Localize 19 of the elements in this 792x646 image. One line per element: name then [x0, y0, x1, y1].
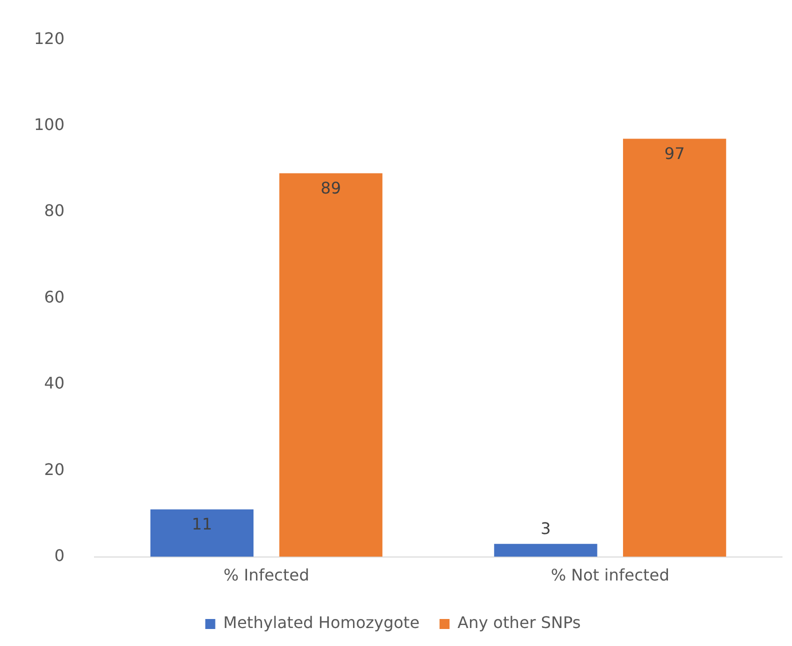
bar	[279, 173, 382, 557]
y-tick-label: 20	[44, 460, 65, 479]
data-label: 89	[320, 178, 342, 198]
bar	[623, 138, 726, 557]
data-label: 3	[540, 519, 551, 538]
bar	[494, 544, 598, 557]
y-tick-label: 60	[44, 287, 65, 306]
y-tick-label: 40	[44, 374, 65, 393]
x-tick-label: % Infected	[224, 566, 310, 585]
y-tick-label: 0	[54, 546, 65, 565]
y-tick-label: 120	[34, 28, 65, 48]
x-tick-label: % Not infected	[550, 566, 670, 585]
y-tick-label: 80	[44, 201, 65, 220]
bar	[150, 509, 254, 557]
data-label: 11	[192, 514, 212, 534]
legend-label: Methylated Homozygote	[223, 613, 420, 632]
y-tick-label: 100	[34, 114, 65, 134]
legend-label: Any other SNPs	[458, 613, 581, 632]
data-label: 97	[664, 144, 685, 163]
